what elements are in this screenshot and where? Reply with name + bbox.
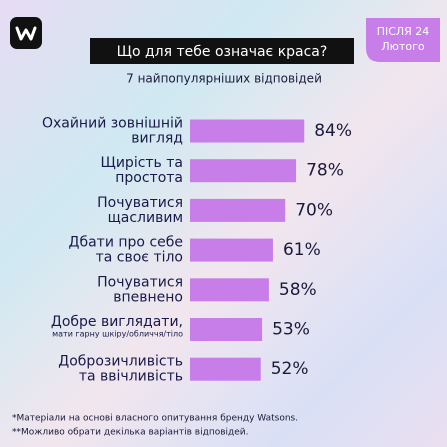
badge-text: Лютого <box>381 40 424 53</box>
badge-text: ПІСЛЯ 24 <box>377 25 430 38</box>
bar <box>190 357 261 381</box>
category-label: Добре виглядати, <box>51 314 183 330</box>
bar <box>190 318 263 341</box>
chart-subtitle: 7 найпопулярніших відповідей <box>126 72 322 86</box>
value-label: 78% <box>306 161 344 181</box>
category-label: Доброзичливість <box>58 354 183 370</box>
bar <box>190 159 297 183</box>
value-label: 84% <box>314 121 352 141</box>
logo <box>10 17 42 49</box>
category-note: мати гарну шкіру/обличчя/тіло <box>52 330 183 339</box>
value-label: 52% <box>271 359 309 379</box>
category-label: Дбати про себе <box>69 235 183 251</box>
chart-title: Що для тебе означає краса? <box>117 44 328 60</box>
category-label: та своє тіло <box>96 250 183 266</box>
category-label: вигляд <box>131 131 183 147</box>
footnote: **Можливо обрати декілька варіантів відп… <box>12 428 249 438</box>
category-label: впевнено <box>113 289 183 305</box>
value-label: 58% <box>279 280 317 300</box>
footnote: *Матеріали на основі власного опитування… <box>12 414 298 424</box>
category-label: Почуватися <box>97 274 183 290</box>
value-label: 70% <box>295 200 333 220</box>
bar <box>190 198 286 222</box>
category-label: Щирість та <box>101 155 183 171</box>
badge <box>366 18 440 62</box>
category-label: щасливим <box>108 210 183 226</box>
category-label: простота <box>115 170 183 186</box>
value-label: 61% <box>283 240 321 260</box>
category-label: Охайний зовнішній <box>42 116 183 132</box>
bar <box>190 278 269 302</box>
bar <box>190 238 273 262</box>
category-label: Почуватися <box>97 195 183 211</box>
bar <box>190 119 305 143</box>
title-box <box>90 38 354 64</box>
category-label: та ввічливість <box>79 369 183 385</box>
value-label: 53% <box>272 320 310 340</box>
